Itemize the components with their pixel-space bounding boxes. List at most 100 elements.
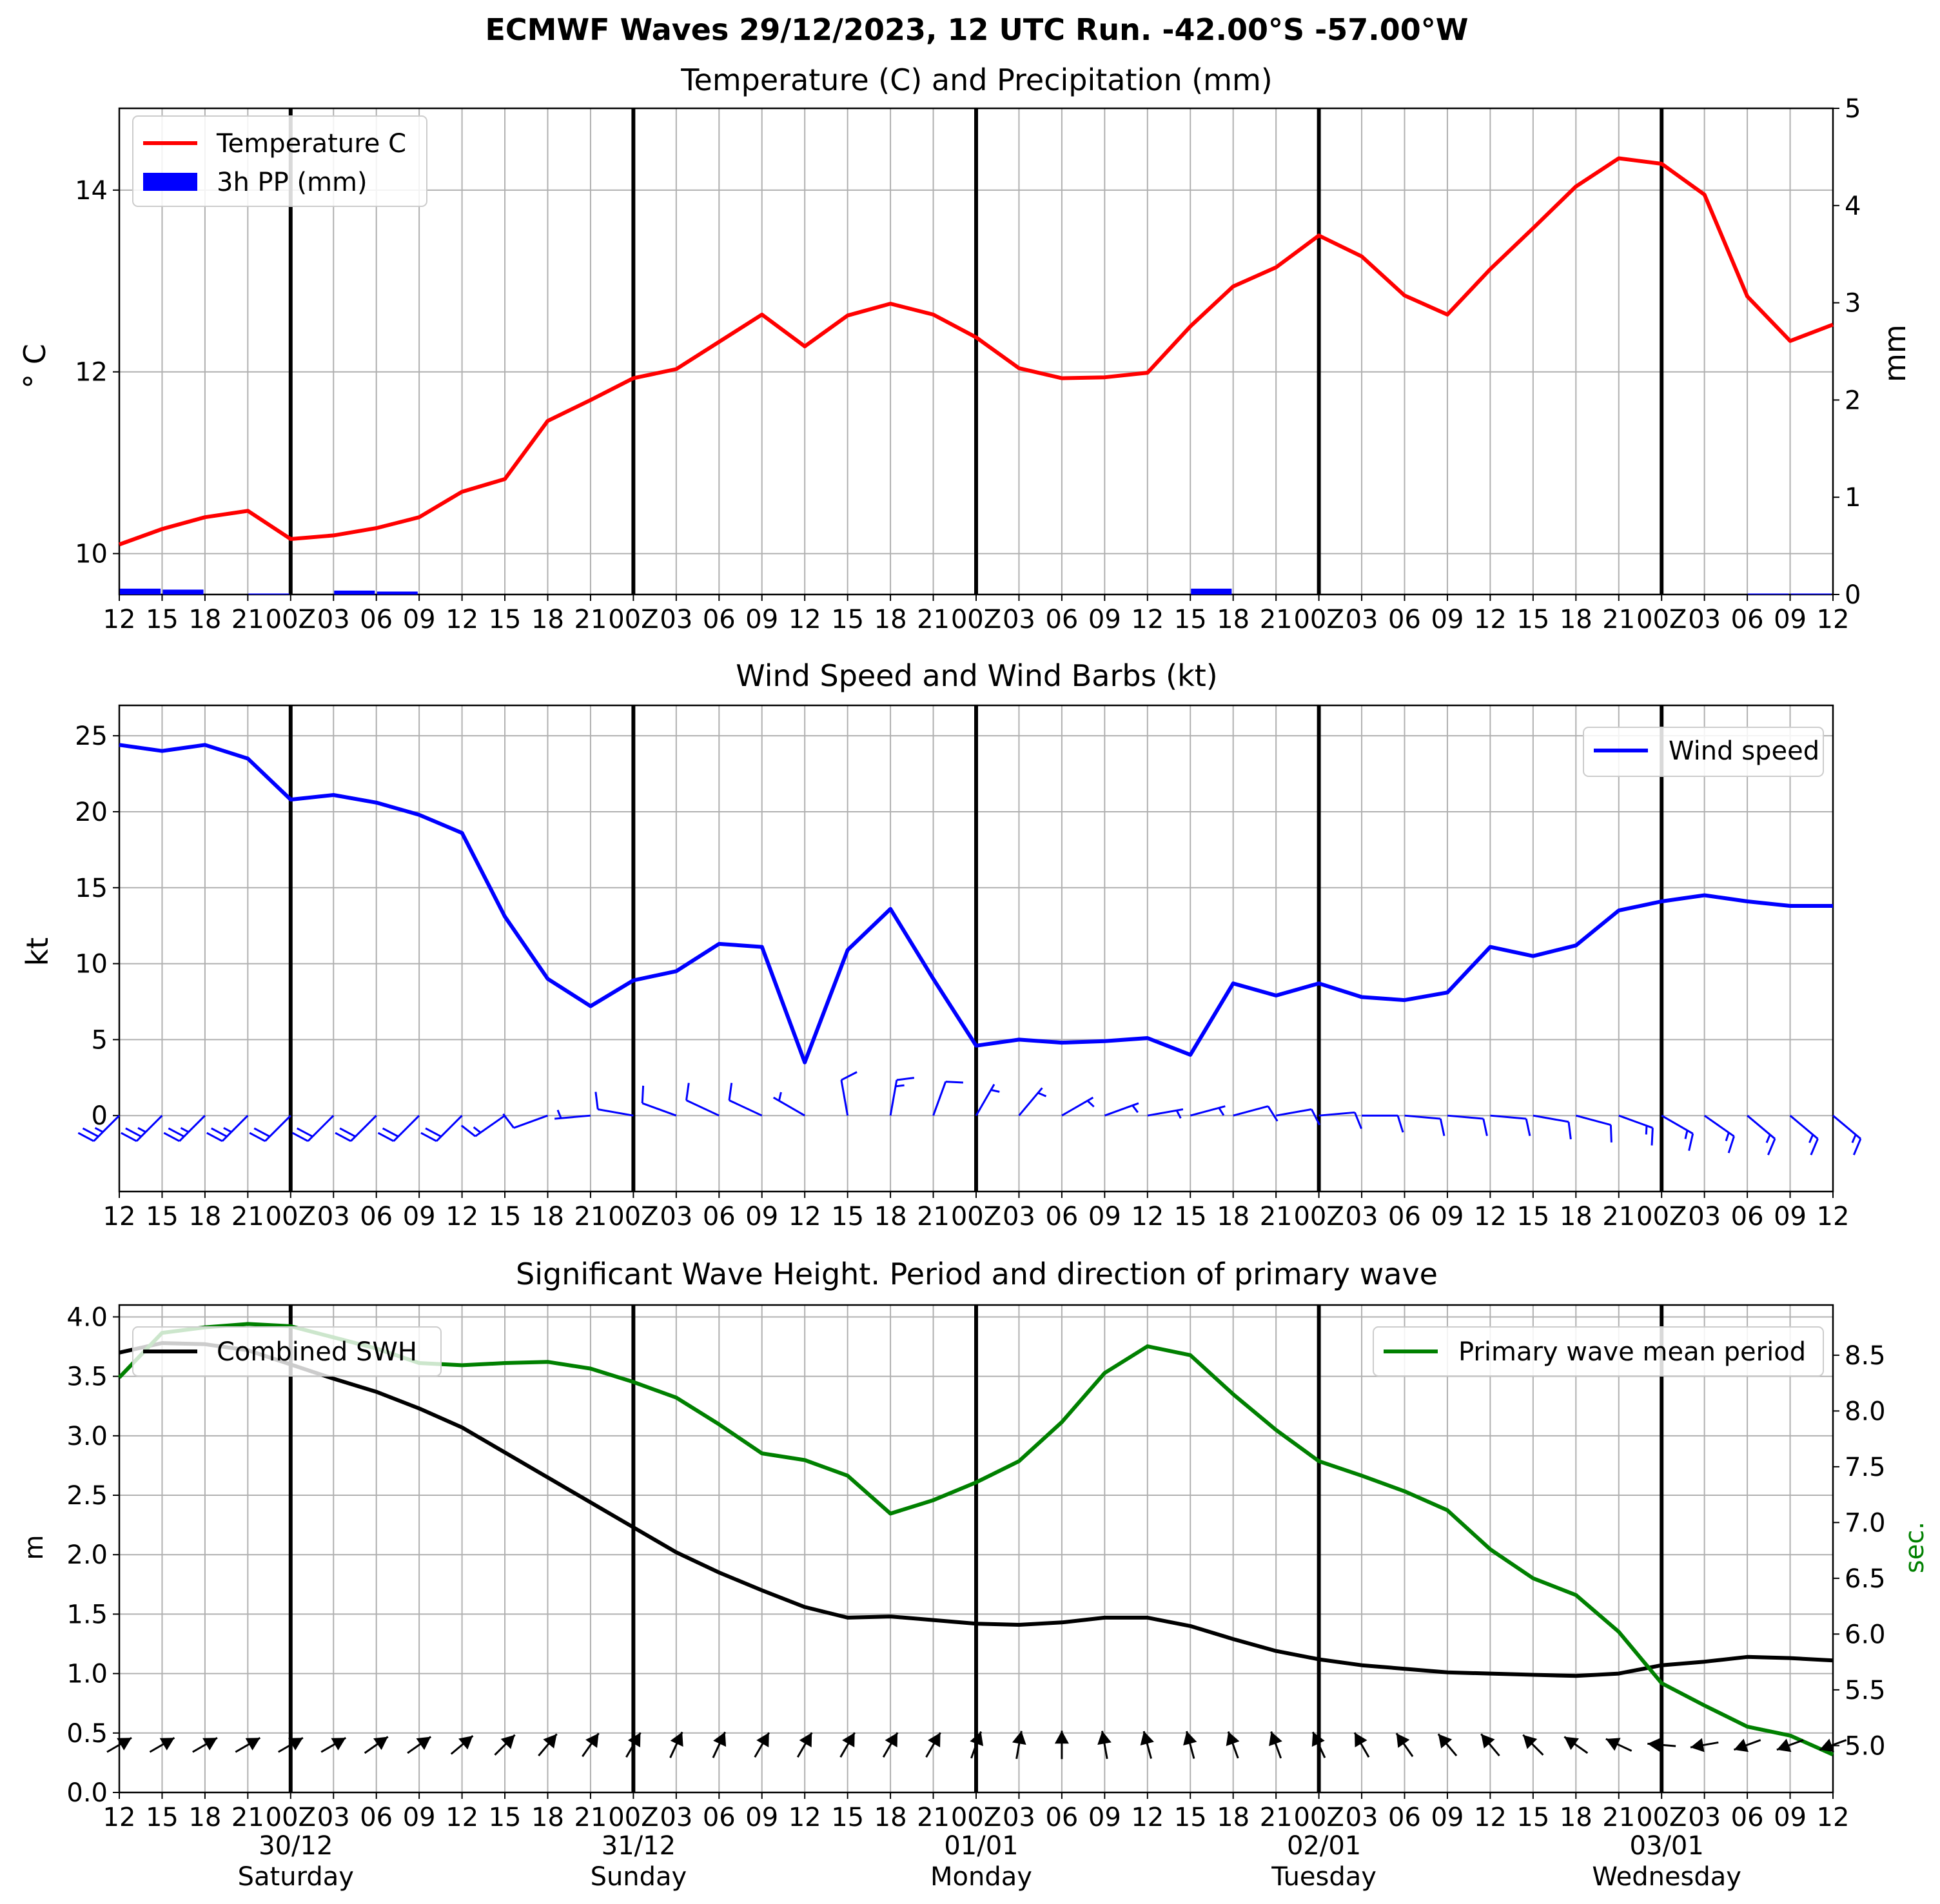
x-tick-label: 00Z [1293, 605, 1344, 634]
wave-direction-arrow [277, 1736, 304, 1753]
temperature-precip-plot [118, 156, 1834, 594]
wind-barb [1832, 1115, 1862, 1155]
wind-barb-feather [211, 1127, 228, 1138]
temperature-legend: Temperature C 3h PP (mm) [132, 115, 427, 207]
wind-barb-shaft [1318, 1111, 1355, 1117]
wind-barb-half-feather [137, 1126, 146, 1133]
x-tick-label: 06 [360, 1803, 393, 1832]
wave-arrow-head [713, 1732, 727, 1747]
x-tick-label: 03 [317, 1202, 350, 1232]
wind-barb [840, 1071, 857, 1116]
wave-arrow-head [1269, 1731, 1282, 1747]
legend-box [132, 1326, 442, 1377]
wind-barb-feather [685, 1083, 690, 1101]
wave-arrow-head [670, 1732, 683, 1747]
wave-direction-arrow [1269, 1731, 1282, 1759]
y2-tick-label: 3 [1845, 289, 1861, 319]
y-tick-label: 1.5 [66, 1600, 108, 1629]
wind-barb-feather [896, 1077, 915, 1081]
x-tick-label: 12 [1817, 605, 1850, 634]
wind-barb-feather [339, 1127, 356, 1138]
wind-barb-feather [594, 1092, 599, 1110]
wave-arrow-head [288, 1738, 303, 1751]
wind-barb-shaft [772, 1096, 805, 1117]
x-tick-label: 03 [1346, 1202, 1378, 1232]
wind-barb-half-feather [990, 1088, 1000, 1093]
x-tick-label: 06 [703, 1803, 736, 1832]
wind-barb-half-feather [1086, 1100, 1095, 1108]
y2-tick-label: 7.5 [1845, 1453, 1886, 1482]
x-tick-label: 15 [146, 605, 179, 634]
legend-label-period: Primary wave mean period [1458, 1337, 1806, 1367]
wave-y-axis-label: m [19, 1535, 49, 1560]
x-tick-label: 03 [1003, 1202, 1035, 1232]
wind-barb-feather [425, 1127, 442, 1138]
figure-title: ECMWF Waves 29/12/2023, 12 UTC Run. -42.… [485, 12, 1468, 47]
y2-tick-label: 5.5 [1845, 1676, 1886, 1705]
wave-direction-arrow [925, 1732, 941, 1758]
wind-plot [119, 743, 1833, 1065]
swh-legend: Combined SWH [132, 1326, 442, 1377]
x-tick-label: 03 [1688, 1202, 1721, 1232]
x-tick-label: 15 [831, 605, 864, 634]
legend-box [132, 115, 427, 207]
wind-barb [975, 1083, 1000, 1116]
x-tick-label: 06 [1731, 1803, 1764, 1832]
wave-arrow-head [1690, 1738, 1705, 1752]
x-tick-label: 15 [146, 1803, 179, 1832]
wind-barb [502, 1113, 549, 1129]
x-tick-label: 21 [1602, 1202, 1635, 1232]
y-tick-label: 12 [75, 358, 108, 388]
wind-barb-shaft [1618, 1114, 1653, 1129]
wave-arrow-head [1438, 1734, 1453, 1749]
x-tick-label: 12 [1817, 1803, 1850, 1832]
y-tick-label: 10 [75, 950, 108, 979]
x-tick-label: 12 [1474, 1803, 1507, 1832]
wind-barb-feather [121, 1132, 137, 1143]
wind-barb [728, 1083, 763, 1117]
wave-arrow-head [1355, 1732, 1367, 1748]
temperature-y-axis-label: ° C [17, 344, 52, 389]
date-label: 31/12 [602, 1831, 676, 1861]
y2-tick-label: 1 [1845, 483, 1861, 513]
x-tick-label: 18 [874, 1803, 907, 1832]
x-tick-label: 12 [1474, 605, 1507, 634]
wind-barb [685, 1083, 720, 1117]
wind-barb-shaft [932, 1081, 947, 1116]
x-tick-label: 00Z [1293, 1202, 1344, 1232]
y2-tick-label: 8.0 [1845, 1397, 1886, 1426]
wind-barb-feather [163, 1132, 181, 1143]
wind-barb-half-feather [180, 1126, 190, 1133]
wind-barb-shaft [889, 1079, 898, 1116]
wind-barb-half-feather [1851, 1134, 1857, 1143]
wind-barb [249, 1115, 291, 1143]
wind-barb-feather [641, 1085, 645, 1104]
wind-barb-shaft [264, 1115, 291, 1142]
x-tick-label: 03 [1003, 1803, 1035, 1832]
period-legend: Primary wave mean period [1373, 1326, 1824, 1377]
x-tick-label: 09 [745, 605, 778, 634]
temperature-panel-title: Temperature (C) and Precipitation (mm) [680, 63, 1272, 97]
x-tick-label: 15 [1516, 605, 1549, 634]
wind-barb-half-feather [1037, 1092, 1047, 1097]
x-tick-label: 15 [831, 1803, 864, 1832]
wave-arrow-head [756, 1732, 769, 1748]
wind-barb [77, 1115, 121, 1143]
wind-barb-feather [502, 1113, 515, 1129]
wind-barb [1533, 1114, 1572, 1140]
wave-arrow-head [1012, 1731, 1026, 1745]
wave-arrow-head [1183, 1731, 1197, 1746]
wave-direction-arrow [1647, 1738, 1676, 1752]
wind-barb-half-feather [778, 1092, 782, 1101]
wind-barb-shaft [1832, 1115, 1861, 1140]
wave-arrow-head [1647, 1738, 1661, 1752]
wind-barb-half-feather [223, 1126, 232, 1133]
wave-direction-arrow [320, 1736, 347, 1753]
y-tick-label: 2.0 [66, 1540, 108, 1570]
date-label: 01/01 [944, 1831, 1018, 1861]
x-tick-label: 12 [789, 605, 821, 634]
x-tick-label: 09 [745, 1803, 778, 1832]
wind-barb [206, 1115, 249, 1143]
x-tick-label: 18 [188, 1803, 221, 1832]
